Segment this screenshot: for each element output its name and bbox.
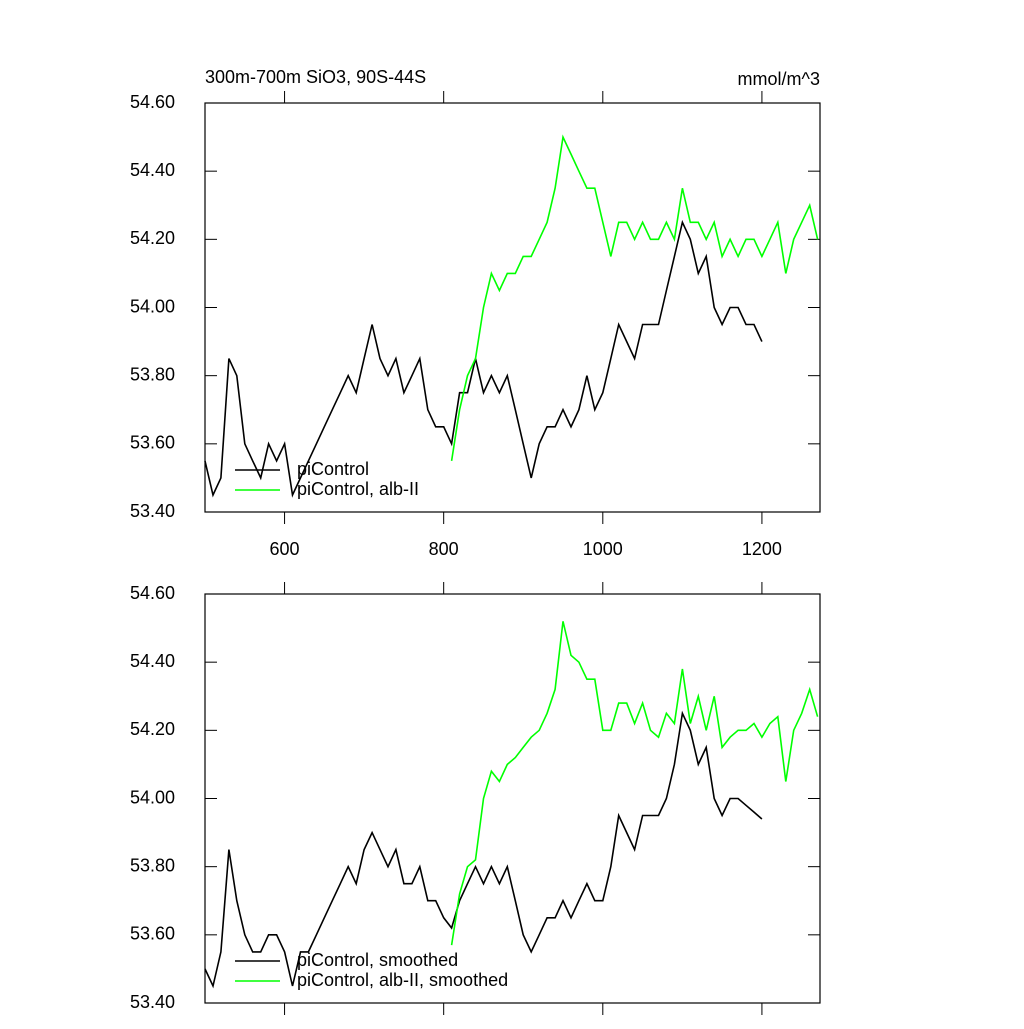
series-line <box>204 219 763 498</box>
y-tick-label: 54.40 <box>130 160 175 180</box>
y-tick-label: 53.80 <box>130 855 175 875</box>
y-tick-label: 54.00 <box>130 296 175 316</box>
series-line <box>450 621 819 946</box>
y-tick-label: 54.20 <box>130 719 175 739</box>
y-tick-label: 53.40 <box>130 992 175 1012</box>
legend-label: piControl, alb-II <box>297 479 419 499</box>
y-tick-label: 53.60 <box>130 433 175 453</box>
x-tick-label: 1000 <box>583 539 623 559</box>
y-tick-label: 54.20 <box>130 228 175 248</box>
y-tick-label: 54.00 <box>130 787 175 807</box>
units-label: mmol/m^3 <box>738 69 820 89</box>
y-tick-label: 53.60 <box>130 924 175 944</box>
y-tick-label: 54.60 <box>130 92 175 112</box>
y-tick-label: 54.40 <box>130 651 175 671</box>
y-tick-label: 54.60 <box>130 583 175 603</box>
plot-frame <box>204 593 821 1004</box>
series-line <box>204 710 763 989</box>
legend-label: piControl, alb-II, smoothed <box>297 970 508 990</box>
chart-title: 300m-700m SiO3, 90S-44S <box>205 67 426 87</box>
series-line <box>450 134 819 462</box>
legend-label: piControl, smoothed <box>297 950 458 970</box>
legend-label: piControl <box>297 459 369 479</box>
plot-frame <box>204 102 821 513</box>
x-tick-label: 800 <box>429 539 459 559</box>
y-tick-label: 53.40 <box>130 501 175 521</box>
x-tick-label: 600 <box>270 539 300 559</box>
y-tick-label: 53.80 <box>130 364 175 384</box>
x-tick-label: 1200 <box>742 539 782 559</box>
